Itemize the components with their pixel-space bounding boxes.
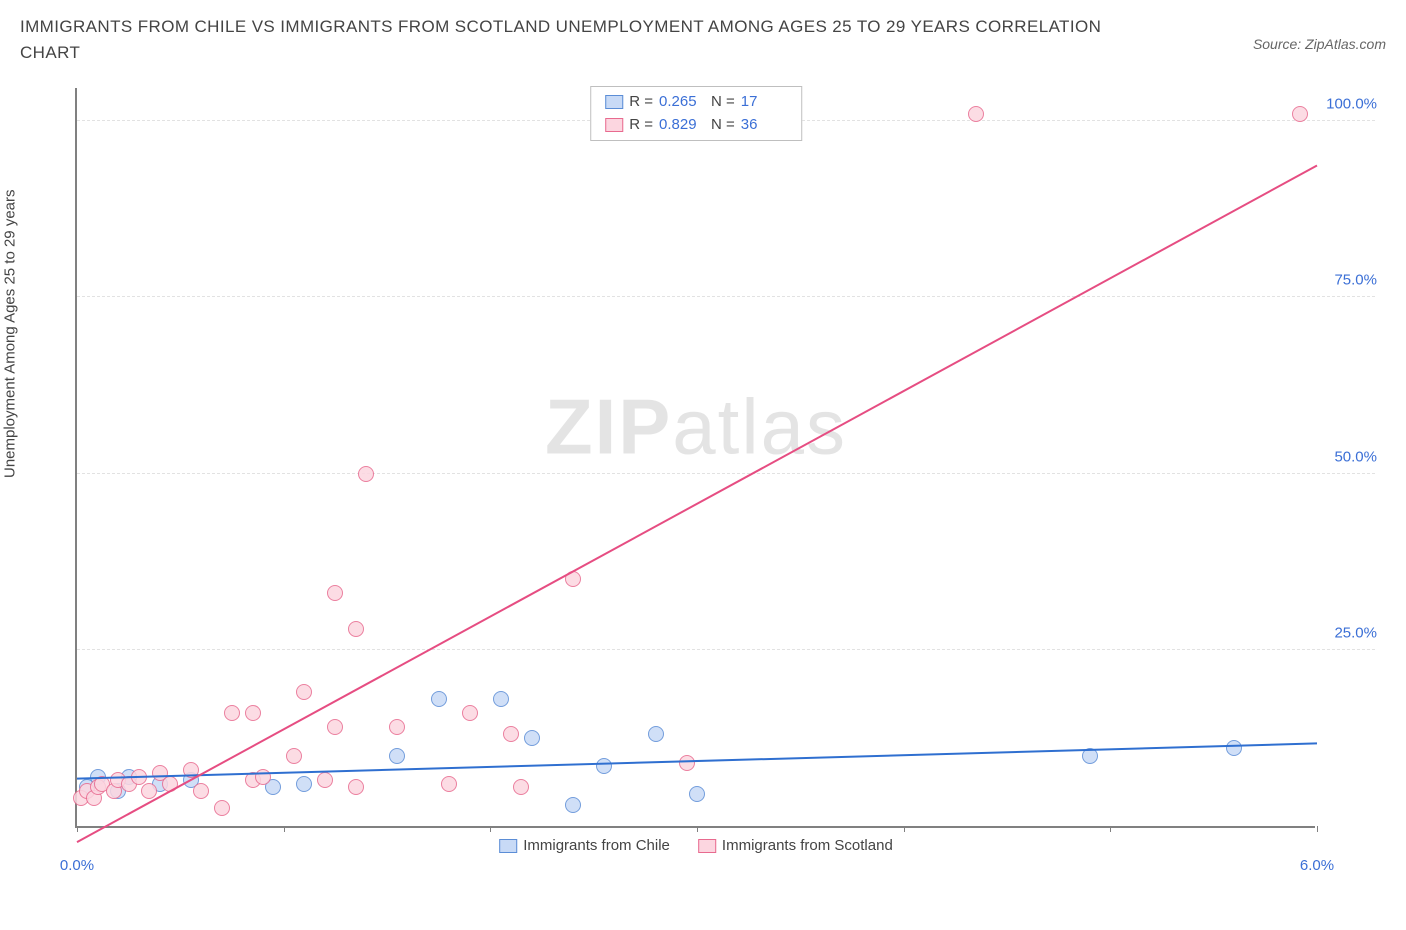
legend-n-key: N = <box>711 91 735 114</box>
legend-r-key: R = <box>629 114 653 137</box>
series-legend-label: Immigrants from Scotland <box>722 837 893 854</box>
chart-header: IMMIGRANTS FROM CHILE VS IMMIGRANTS FROM… <box>0 0 1406 65</box>
source-attribution: Source: ZipAtlas.com <box>1253 36 1386 52</box>
series-legend-item: Immigrants from Chile <box>499 837 670 854</box>
x-tick-label: 6.0% <box>1300 857 1334 874</box>
legend-swatch <box>605 118 623 132</box>
regression-line <box>77 743 1317 778</box>
chart-container: Unemployment Among Ages 25 to 29 years Z… <box>20 78 1386 888</box>
series-legend-item: Immigrants from Scotland <box>698 837 893 854</box>
y-tick-label: 50.0% <box>1334 448 1377 465</box>
y-tick-label: 25.0% <box>1334 624 1377 641</box>
x-tick <box>904 826 905 832</box>
y-tick-label: 100.0% <box>1326 96 1377 113</box>
correlation-legend: R = 0.265 N = 17 R = 0.829 N = 36 <box>590 86 802 141</box>
legend-n-value: 36 <box>741 114 787 137</box>
legend-swatch <box>605 95 623 109</box>
legend-n-value: 17 <box>741 91 787 114</box>
legend-swatch <box>499 839 517 853</box>
x-tick <box>1317 826 1318 832</box>
plot-area: ZIPatlas R =0.265N =17R =0.829N =36 Immi… <box>75 88 1315 828</box>
legend-r-value: 0.265 <box>659 91 705 114</box>
regression-lines-layer <box>77 88 1315 826</box>
series-legend: Immigrants from Chile Immigrants from Sco… <box>499 837 893 854</box>
x-tick <box>697 826 698 832</box>
x-tick <box>1110 826 1111 832</box>
y-axis-label: Unemployment Among Ages 25 to 29 years <box>2 189 19 478</box>
legend-swatch <box>698 839 716 853</box>
x-tick <box>284 826 285 832</box>
series-legend-label: Immigrants from Chile <box>523 837 670 854</box>
x-tick <box>77 826 78 832</box>
x-tick <box>490 826 491 832</box>
legend-n-key: N = <box>711 114 735 137</box>
chart-title: IMMIGRANTS FROM CHILE VS IMMIGRANTS FROM… <box>20 14 1120 65</box>
y-tick-label: 75.0% <box>1334 272 1377 289</box>
legend-r-value: 0.829 <box>659 114 705 137</box>
x-tick-label: 0.0% <box>60 857 94 874</box>
legend-r-key: R = <box>629 91 653 114</box>
correlation-legend-row: R = 0.829 N = 36 <box>605 114 787 137</box>
correlation-legend-row: R = 0.265 N = 17 <box>605 91 787 114</box>
regression-line <box>77 166 1317 843</box>
